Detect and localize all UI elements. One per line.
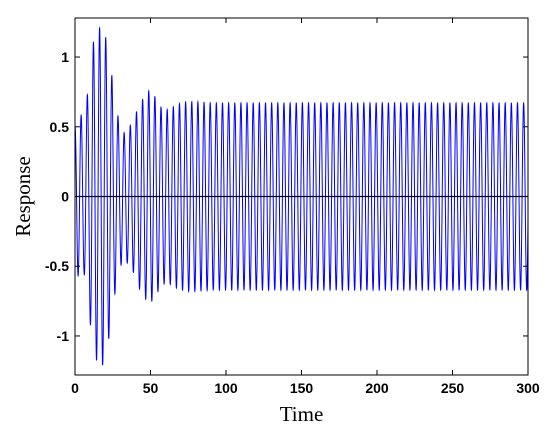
x-tick-label: 150	[290, 380, 314, 396]
y-tick-label: 0.5	[50, 119, 70, 135]
x-tick-label: 50	[143, 380, 159, 396]
y-tick-label: -0.5	[45, 258, 69, 274]
series-layer	[74, 26, 529, 366]
y-tick-label: 0	[61, 189, 69, 205]
x-tick-label: 200	[365, 380, 389, 396]
x-tick-label: 300	[516, 380, 540, 396]
x-tick-label: 100	[214, 380, 238, 396]
x-tick-label: 0	[71, 380, 79, 396]
x-axis-label: Time	[280, 402, 324, 426]
y-tick-label: -1	[57, 328, 70, 344]
y-axis-label: Response	[11, 156, 35, 237]
y-tick-label: 1	[61, 49, 69, 65]
response-series-line	[74, 26, 529, 366]
tick-layer: 0 50 100 150 200 250 300 1 0.5 0 -0.5 -1	[45, 18, 540, 396]
x-tick-label: 250	[441, 380, 465, 396]
